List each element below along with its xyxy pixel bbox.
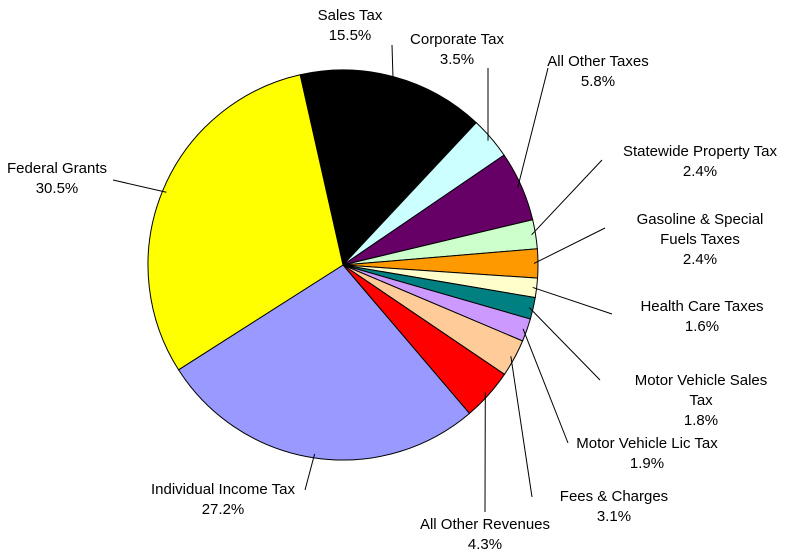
leader-line	[522, 328, 569, 444]
slice-label: Individual Income Tax	[151, 481, 295, 498]
slice-percent: 27.2%	[201, 501, 245, 518]
slice-label: Health Care Taxes	[640, 298, 764, 315]
slice-percent: 1.6%	[684, 318, 720, 335]
leader-line	[532, 286, 613, 315]
slice-label: Federal Grants	[6, 160, 108, 177]
leader-line	[391, 44, 394, 81]
slice-percent: 1.9%	[629, 455, 665, 472]
slice-percent: 1.8%	[683, 412, 719, 429]
slice-label: Motor Vehicle Lic Tax	[576, 435, 718, 452]
slice-label: Sales Tax	[317, 7, 383, 24]
slice-percent: 5.8%	[580, 73, 616, 90]
slice-label: Corporate Tax	[410, 31, 504, 48]
slice-percent: 15.5%	[328, 27, 372, 44]
slice-percent: 3.5%	[439, 51, 475, 68]
slice-percent: 30.5%	[35, 180, 79, 197]
slice-percent: 2.4%	[682, 163, 718, 180]
slice-label: Statewide Property Tax	[623, 143, 777, 160]
leader-line	[112, 179, 167, 193]
slice-label: All Other Revenues	[419, 516, 551, 533]
leader-line	[304, 453, 316, 491]
pie-slice	[299, 69, 477, 267]
slice-label: Gasoline & Special Fuels Taxes	[636, 211, 764, 248]
slice-percent: 2.4%	[682, 251, 718, 268]
leader-line	[517, 67, 549, 188]
pie-slice	[147, 74, 344, 371]
slice-percent: 3.1%	[596, 508, 632, 525]
slice-percent: 4.3%	[467, 536, 503, 553]
slice-label: Motor Vehicle Sales Tax	[634, 372, 768, 409]
slice-label: Fees & Charges	[559, 488, 669, 505]
leader-line	[531, 159, 603, 236]
leader-line	[528, 307, 601, 381]
leader-line	[510, 356, 533, 498]
leader-line	[533, 227, 606, 264]
slice-label: All Other Taxes	[547, 53, 649, 70]
